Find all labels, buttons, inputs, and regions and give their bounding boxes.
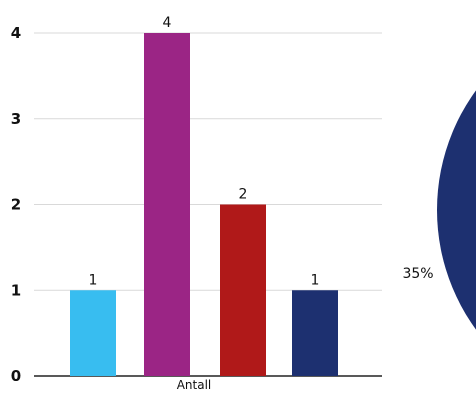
pie-slice-label: 35%	[402, 266, 433, 282]
y-tick-label: 3	[11, 110, 21, 128]
bar	[70, 290, 116, 376]
bar	[144, 33, 190, 376]
pie-chart: 35%	[402, 90, 476, 330]
bar-data-label: 1	[311, 272, 320, 288]
bar	[292, 290, 338, 376]
y-tick-label: 1	[11, 281, 21, 299]
bars	[70, 33, 338, 376]
bar-data-labels: 1 4 2 1	[89, 15, 320, 288]
y-tick-label: 2	[11, 196, 21, 214]
bar-data-label: 1	[89, 272, 98, 288]
x-axis-label: Antall	[177, 378, 212, 392]
y-tick-label: 4	[11, 24, 21, 42]
pie-slice	[437, 90, 476, 330]
bar-data-label: 2	[239, 187, 248, 203]
y-axis-ticks: 0 1 2 3 4	[11, 24, 21, 385]
bar	[220, 204, 266, 376]
y-tick-label: 0	[11, 367, 21, 385]
bar-data-label: 4	[163, 15, 172, 31]
